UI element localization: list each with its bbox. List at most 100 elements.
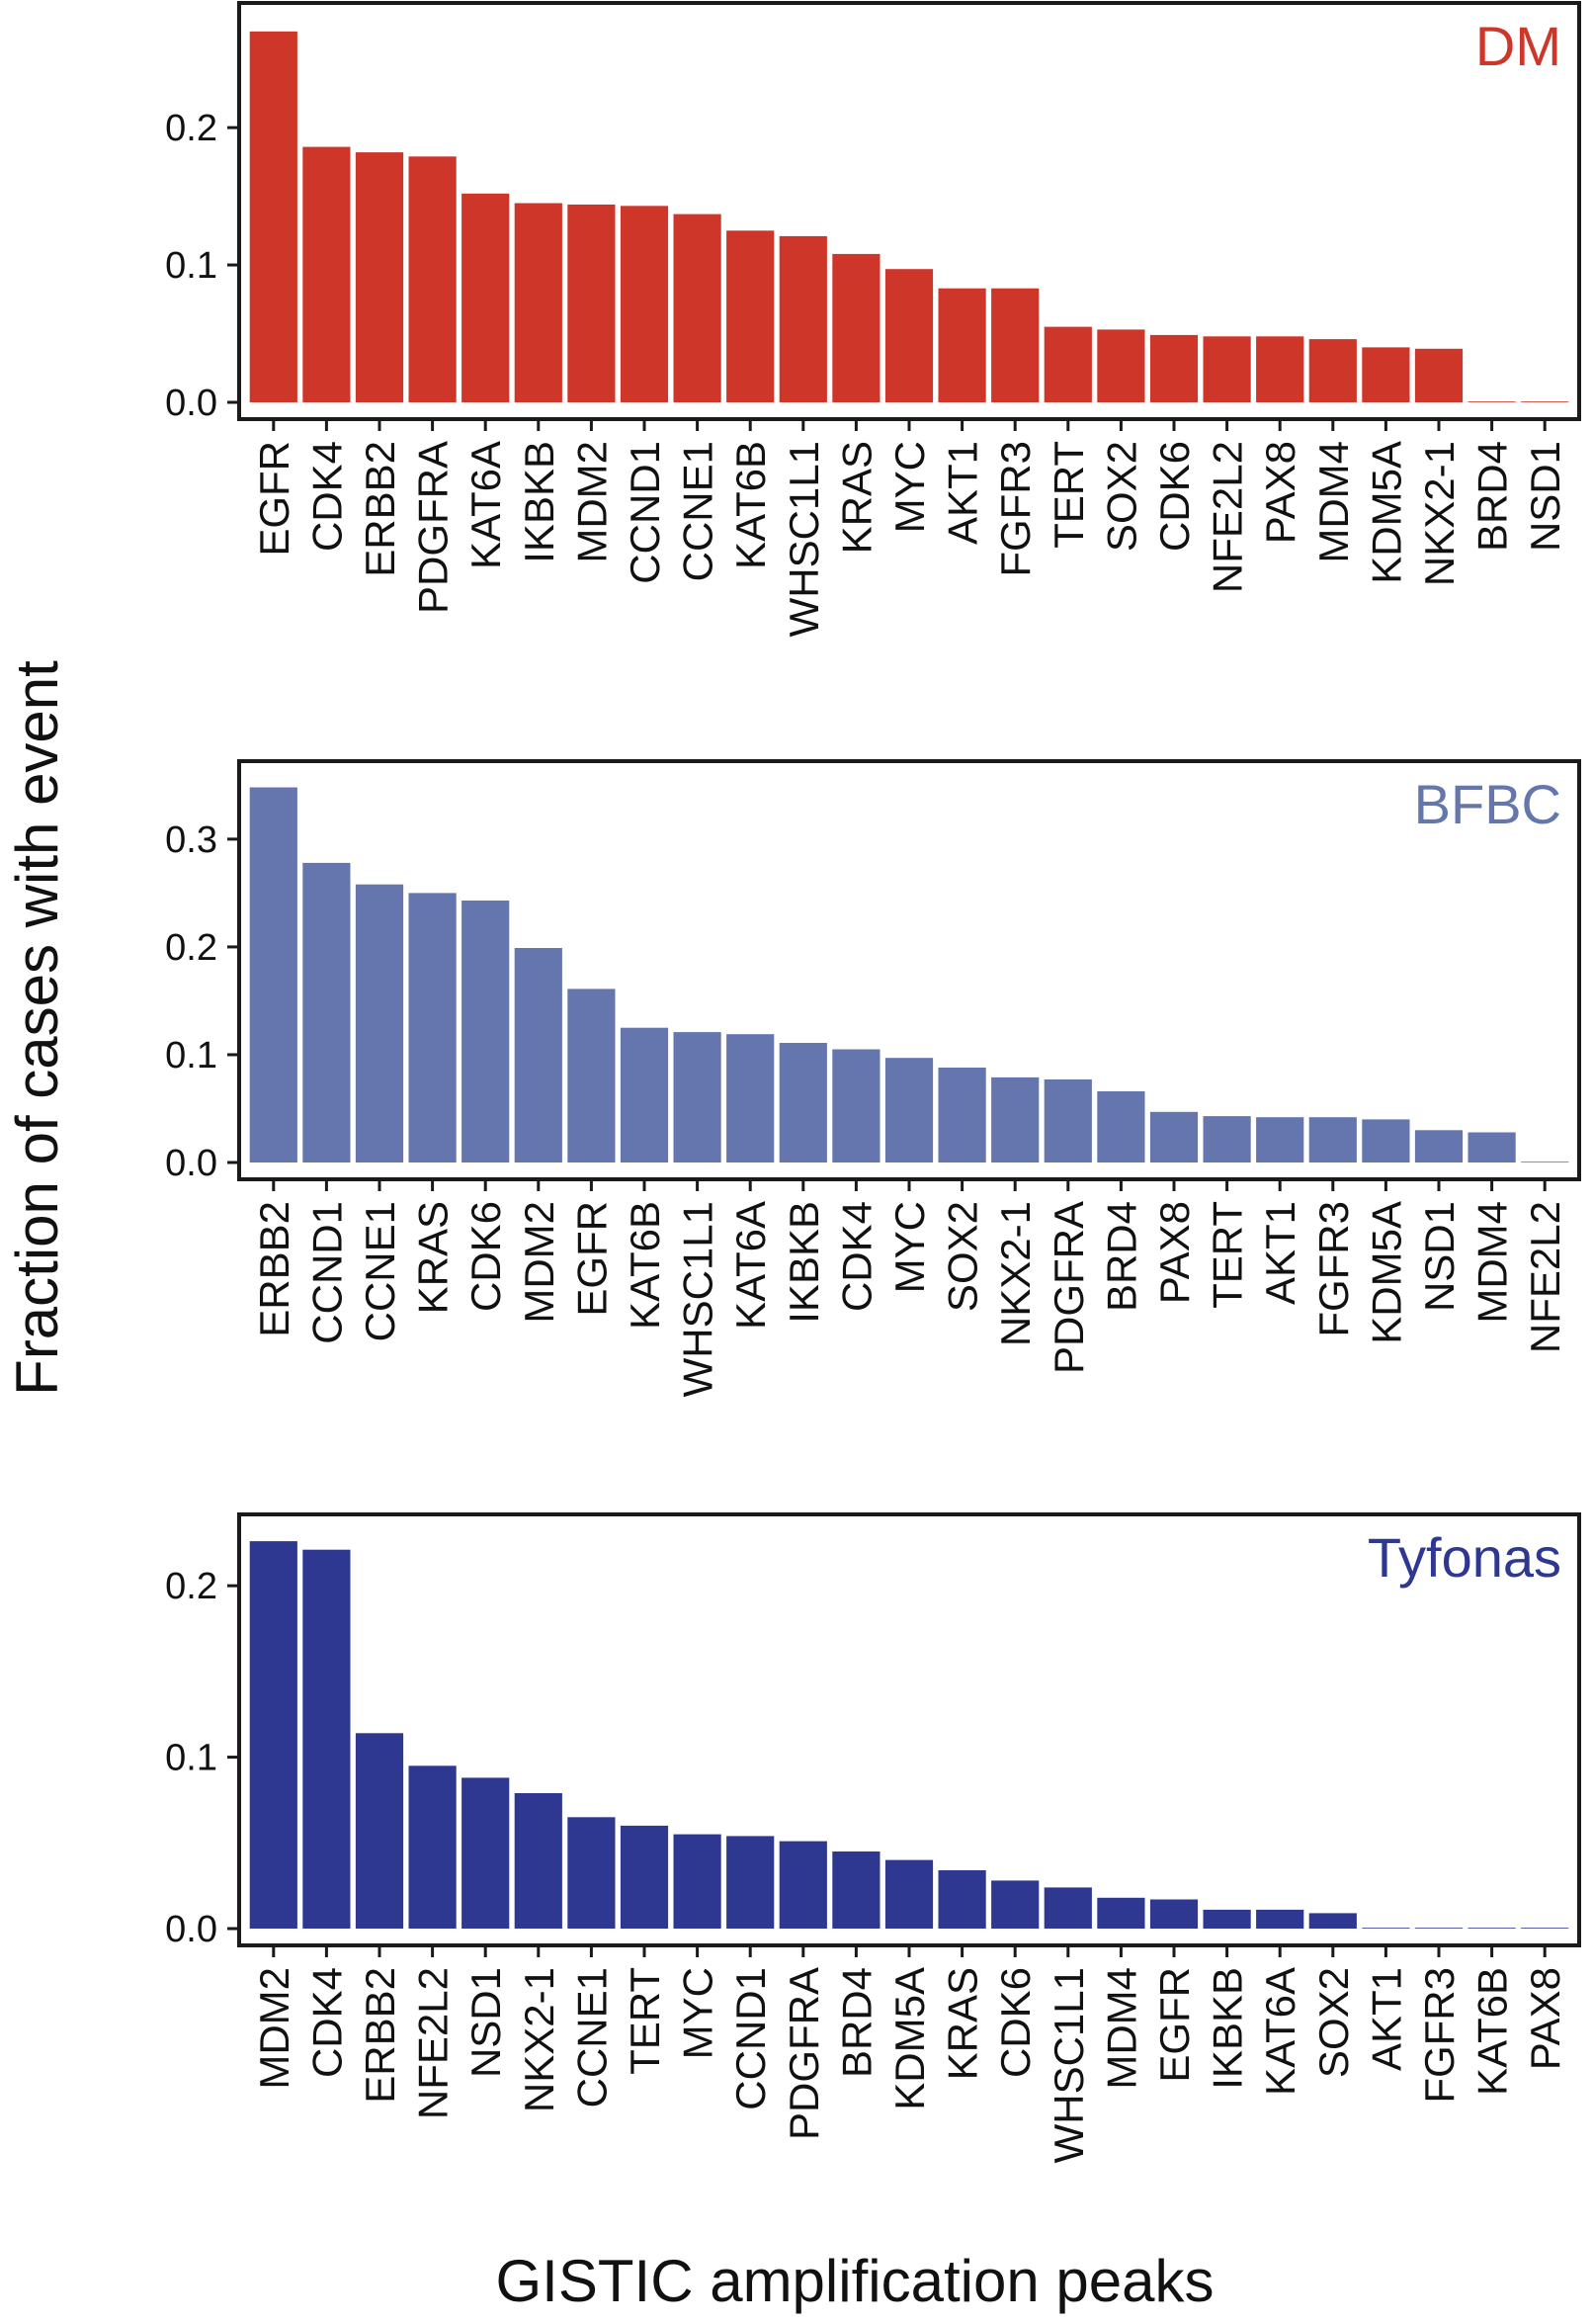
- x-tick-label: CDK6: [462, 1201, 509, 1312]
- bar: [1256, 1117, 1304, 1162]
- panel-label: BFBC: [1414, 773, 1561, 835]
- x-tick-label: MDM4: [1310, 441, 1357, 563]
- x-tick-label: CDK6: [1151, 441, 1198, 552]
- x-tick-label: EGFR: [568, 1201, 615, 1317]
- x-tick-label: MYC: [886, 441, 933, 533]
- bar: [1467, 1928, 1516, 1929]
- bar: [1362, 347, 1410, 402]
- bar: [302, 1549, 351, 1929]
- x-tick-label: BRD4: [833, 1967, 880, 2078]
- bar: [1467, 1132, 1516, 1162]
- y-tick-label: 0.0: [165, 1909, 217, 1950]
- x-tick-label: BRD4: [1469, 441, 1516, 552]
- panel-label: DM: [1475, 15, 1561, 77]
- x-tick-label: AKT1: [1363, 1967, 1409, 2071]
- bar: [514, 203, 562, 402]
- bar: [938, 1870, 986, 1929]
- bar: [249, 787, 297, 1162]
- bar: [1097, 1897, 1145, 1929]
- bar: [567, 989, 616, 1162]
- x-tick-label: PDGFRA: [1046, 1201, 1092, 1374]
- x-tick-label: PAX8: [1151, 1201, 1198, 1304]
- x-tick-label: TERT: [1046, 441, 1092, 549]
- x-tick-label: NFE2L2: [1205, 441, 1251, 593]
- x-tick-label: KAT6A: [462, 441, 509, 569]
- panel-bfbc: 0.0 0.1 0.2 0.3 ERBB2 CCND1 CCNE1 KRAS CDK6 MDM2 E…: [165, 759, 1581, 1397]
- x-tick-label: IKBKB: [781, 1201, 827, 1324]
- y-tick-label: 0.3: [165, 819, 217, 861]
- bar: [938, 1068, 986, 1162]
- x-tick-label: CCNE1: [357, 1201, 403, 1341]
- x-tick-label: KAT6A: [1257, 1967, 1303, 2096]
- bar: [1097, 1091, 1145, 1162]
- x-tick-label: NSD1: [1416, 1201, 1463, 1312]
- bar: [1362, 1928, 1410, 1929]
- bar: [1203, 1116, 1251, 1162]
- bar: [514, 948, 562, 1162]
- x-tick-label: IKBKB: [1205, 1967, 1251, 2090]
- bar: [991, 288, 1040, 402]
- x-tick-label: CCNE1: [675, 441, 721, 581]
- bar: [884, 1058, 934, 1162]
- bar: [1149, 1899, 1199, 1929]
- x-tick-label: NFE2L2: [410, 1967, 457, 2119]
- y-tick-label: 0.2: [165, 1566, 217, 1607]
- bar: [1414, 348, 1464, 402]
- x-tick-label: FGFR3: [1416, 1967, 1463, 2104]
- bar: [1149, 1111, 1199, 1162]
- y-tick-label: 0.2: [165, 108, 217, 149]
- x-tick-label: IKBKB: [516, 441, 562, 563]
- x-tick-label: ERBB2: [357, 441, 403, 577]
- y-tick-label: 0.0: [165, 1143, 217, 1184]
- bar: [884, 1859, 934, 1929]
- bar: [1308, 1913, 1357, 1929]
- x-tick-label: ERBB2: [357, 1967, 403, 2104]
- bar: [938, 288, 986, 402]
- x-tick-label: KDM5A: [1363, 1201, 1409, 1344]
- bar: [620, 1027, 669, 1162]
- bar: [1097, 329, 1145, 402]
- bar: [884, 269, 934, 402]
- x-tick-label: NKX2-1: [516, 1967, 562, 2112]
- x-tick-label: MDM4: [1469, 1201, 1516, 1324]
- bar: [726, 1034, 775, 1162]
- x-tick-label: WHSC1L1: [675, 1201, 721, 1397]
- x-tick-label: CCNE1: [568, 1967, 615, 2108]
- bar: [355, 152, 404, 402]
- bar: [1203, 1909, 1251, 1929]
- x-tick-label: ERBB2: [251, 1201, 297, 1337]
- bar: [779, 235, 827, 402]
- x-tick-label: NFE2L2: [1522, 1201, 1568, 1353]
- x-tick-label: MDM2: [516, 1201, 562, 1324]
- y-tick-label: 0.2: [165, 927, 217, 969]
- x-tick-label: KRAS: [833, 441, 880, 554]
- bar: [1308, 1117, 1357, 1162]
- bar: [1308, 339, 1357, 402]
- x-tick-label: NSD1: [1522, 441, 1568, 552]
- bar: [1044, 1887, 1092, 1929]
- y-axis-title: Fraction of cases with event: [4, 660, 70, 1396]
- y-tick-label: 0.1: [165, 1738, 217, 1779]
- bar: [408, 893, 457, 1162]
- bar: [779, 1841, 827, 1929]
- x-tick-label: BRD4: [1098, 1201, 1144, 1312]
- x-tick-label: TERT: [622, 1967, 668, 2075]
- x-tick-label: CDK6: [992, 1967, 1039, 2078]
- bar: [408, 156, 457, 402]
- bar: [1467, 401, 1516, 402]
- bar: [249, 1541, 297, 1929]
- bar: [726, 1836, 775, 1929]
- x-tick-label: SOX2: [1098, 441, 1144, 552]
- x-axis-title: GISTIC amplification peaks: [496, 2248, 1215, 2314]
- bar: [832, 1851, 880, 1929]
- bar: [1044, 1079, 1092, 1162]
- x-tick-label: KAT6B: [727, 441, 774, 569]
- x-tick-label: NSD1: [462, 1967, 509, 2078]
- x-tick-label: PAX8: [1257, 441, 1303, 544]
- panel-label: Tyfonas: [1368, 1526, 1561, 1589]
- x-tick-label: MDM2: [568, 441, 615, 563]
- x-tick-label: NKX2-1: [992, 1201, 1039, 1346]
- bar: [514, 1793, 562, 1929]
